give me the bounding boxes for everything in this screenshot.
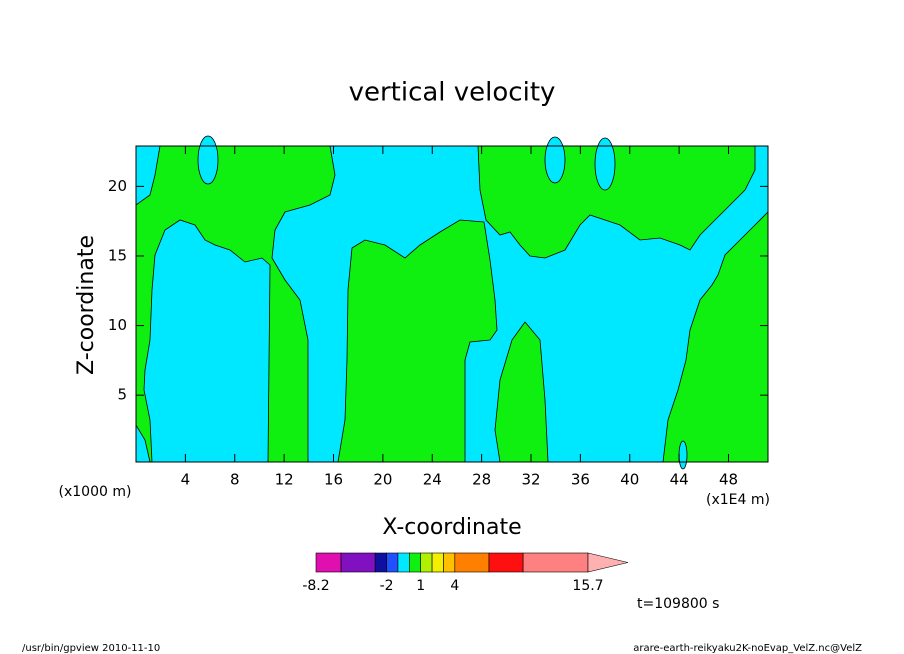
field-cyan	[594, 137, 616, 191]
x-tick-label: 36	[571, 471, 590, 489]
y-tick-label: 5	[117, 386, 127, 404]
y-tick-label: 20	[108, 177, 127, 195]
colorbar-segment	[315, 552, 342, 573]
colorbar-tick-label: 1	[416, 578, 425, 594]
y-tick-label: 10	[108, 316, 127, 334]
x-unit: (x1E4 m)	[706, 492, 770, 508]
x-tick-label: 24	[423, 471, 442, 489]
colorbar-tick-label: -2	[380, 578, 394, 594]
field-cyan	[678, 440, 688, 470]
colorbar-extension	[587, 552, 629, 573]
y-unit: (x1000 m)	[59, 484, 132, 500]
colorbar-tick-label: 15.7	[572, 578, 603, 594]
contour-field	[135, 135, 769, 470]
x-tick-label: 8	[230, 471, 240, 489]
x-tick-label: 44	[670, 471, 689, 489]
colorbar-segment	[488, 552, 524, 573]
field-cyan	[197, 135, 219, 185]
x-tick-label: 32	[521, 471, 540, 489]
colorbar-tick-label: 4	[450, 578, 459, 594]
y-tick-label: 15	[108, 246, 127, 264]
field-cyan	[143, 219, 271, 463]
colorbar-tick-label: -8.2	[302, 578, 329, 594]
x-tick-label: 4	[181, 471, 191, 489]
x-tick-label: 40	[620, 471, 639, 489]
x-tick-label: 12	[275, 471, 294, 489]
plot-frame	[135, 145, 769, 463]
x-tick-label: 16	[324, 471, 343, 489]
colorbar-segment	[340, 552, 376, 573]
colorbar-segment	[420, 552, 433, 573]
y-axis-label: Z-coordinate	[74, 235, 99, 375]
colorbar-segment	[397, 552, 410, 573]
colorbar-segment	[443, 552, 456, 573]
colorbar-segment	[431, 552, 444, 573]
x-tick-label: 48	[719, 471, 738, 489]
footer-left: /usr/bin/gpview 2010-11-10	[22, 643, 160, 654]
field-cyan	[271, 145, 769, 463]
colorbar-segment	[454, 552, 490, 573]
footer-right: arare-earth-reikyaku2K-noEvap_VelZ.nc@Ve…	[633, 643, 862, 654]
x-tick-label: 20	[373, 471, 392, 489]
chart-title: vertical velocity	[349, 78, 556, 108]
time-label: t=109800 s	[637, 596, 719, 612]
colorbar-segment	[374, 552, 387, 573]
x-axis-label: X-coordinate	[382, 515, 521, 540]
colorbar-segment	[409, 552, 422, 573]
colorbar-segment	[386, 552, 399, 573]
x-tick-label: 28	[472, 471, 491, 489]
field-cyan	[544, 136, 566, 184]
colorbar-segment	[522, 552, 589, 573]
